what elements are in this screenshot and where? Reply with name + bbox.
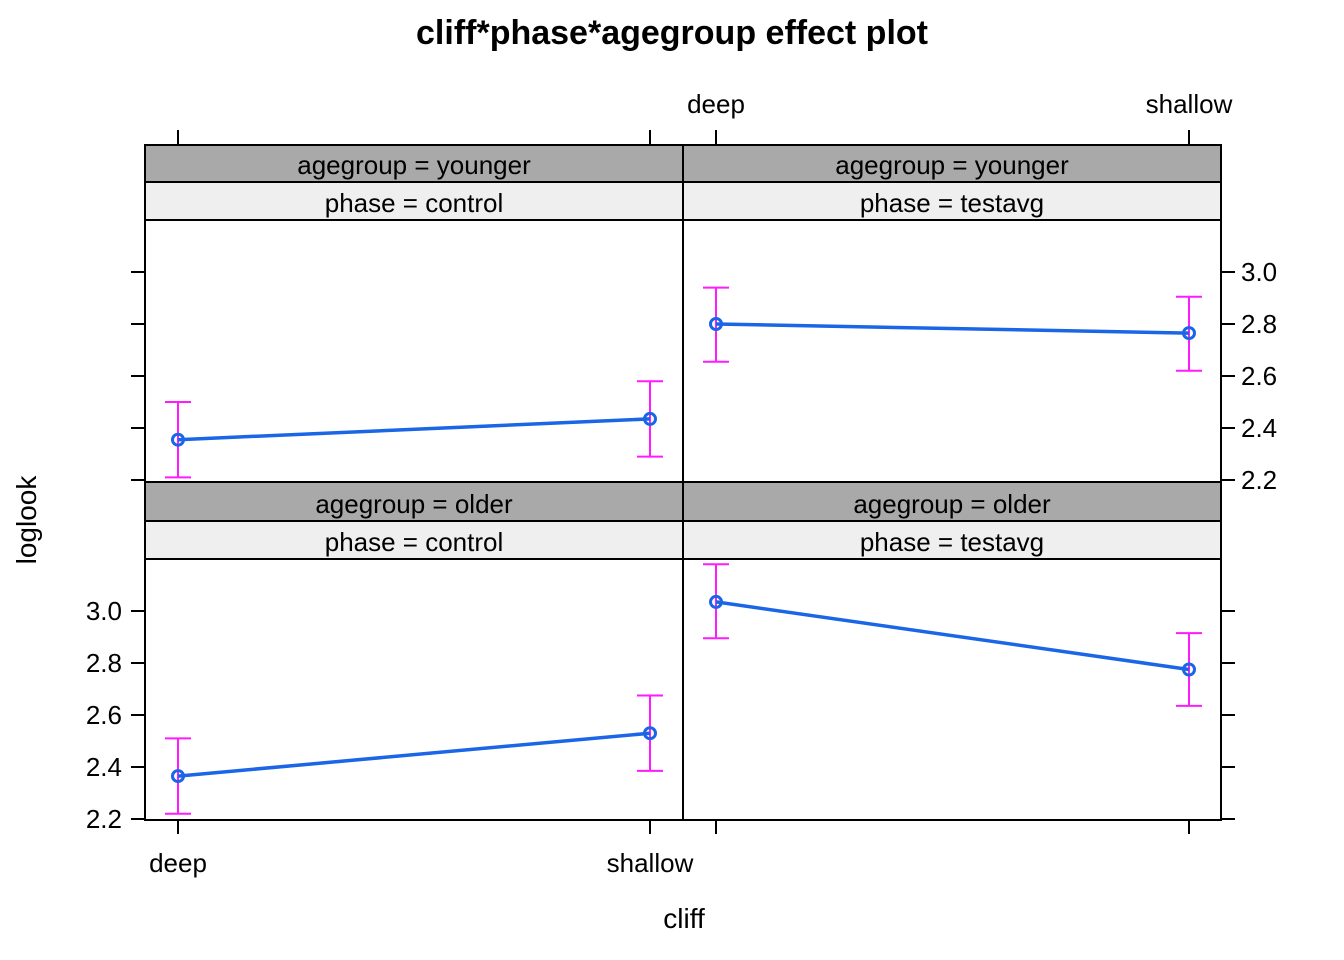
error-bar xyxy=(1176,295,1202,372)
error-bar xyxy=(703,563,729,640)
axes-group: 2.2 2.4 2.6 2.8 3.0 2.2 2.4 2.6 2.8 3.0 deep shallo… xyxy=(86,89,1277,878)
y-tick-label-right: 2.2 xyxy=(1241,465,1277,495)
y-tick-label-left: 2.2 xyxy=(86,804,122,834)
strip-phase xyxy=(144,520,684,560)
panel-bottom-left: agegroup = older phase = control xyxy=(144,481,684,821)
x-tick-label-top: deep xyxy=(687,89,745,119)
data-point xyxy=(171,432,185,447)
y-tick-label-left: 2.8 xyxy=(86,648,122,678)
panel-frame xyxy=(144,558,684,821)
strip-phase xyxy=(682,181,1222,221)
y-axis-title: loglook xyxy=(11,475,42,565)
strip-agegroup xyxy=(144,144,684,183)
strip-agegroup-label: agegroup = younger xyxy=(835,150,1069,180)
strip-phase-label: phase = control xyxy=(325,188,504,218)
data-point xyxy=(1182,662,1196,677)
data-point xyxy=(643,411,657,426)
strip-agegroup-label: agegroup = older xyxy=(315,489,513,519)
panel-frame xyxy=(144,219,684,483)
series-line xyxy=(715,322,1190,335)
panel-frame xyxy=(682,219,1222,483)
strip-phase xyxy=(144,181,684,221)
x-tick-label-bottom: shallow xyxy=(607,848,694,878)
y-tick-label-left: 2.6 xyxy=(86,700,122,730)
y-tick-label-right: 2.4 xyxy=(1241,413,1277,443)
data-point xyxy=(643,726,657,741)
strip-agegroup-label: agegroup = older xyxy=(853,489,1051,519)
strip-phase-label: phase = testavg xyxy=(860,188,1044,218)
y-tick-label-right: 2.8 xyxy=(1241,309,1277,339)
panel-frame xyxy=(682,558,1222,821)
data-point xyxy=(709,594,723,609)
y-tick-label-right: 3.0 xyxy=(1241,257,1277,287)
x-tick-label-bottom: deep xyxy=(149,848,207,878)
data-point xyxy=(171,769,185,784)
series-line xyxy=(177,731,651,778)
data-point xyxy=(1182,326,1196,341)
x-tick-label-top: shallow xyxy=(1146,89,1233,119)
chart-title: cliff*phase*agegroup effect plot xyxy=(416,14,928,52)
panel-top-right: agegroup = younger phase = testavg xyxy=(682,144,1222,483)
strip-agegroup-label: agegroup = younger xyxy=(297,150,531,180)
strip-phase xyxy=(682,520,1222,560)
y-tick-label-left: 2.4 xyxy=(86,752,122,782)
panel-top-left: agegroup = younger phase = control xyxy=(144,144,684,483)
x-axis-title: cliff xyxy=(663,903,705,934)
data-point xyxy=(709,317,723,331)
panel-bottom-right: agegroup = older phase = testavg xyxy=(682,481,1222,821)
y-tick-label-right: 2.6 xyxy=(1241,361,1277,391)
series-line xyxy=(177,417,651,442)
y-tick-label-left: 3.0 xyxy=(86,596,122,626)
strip-phase-label: phase = testavg xyxy=(860,527,1044,557)
strip-phase-label: phase = control xyxy=(325,527,504,557)
series-line xyxy=(715,600,1190,672)
